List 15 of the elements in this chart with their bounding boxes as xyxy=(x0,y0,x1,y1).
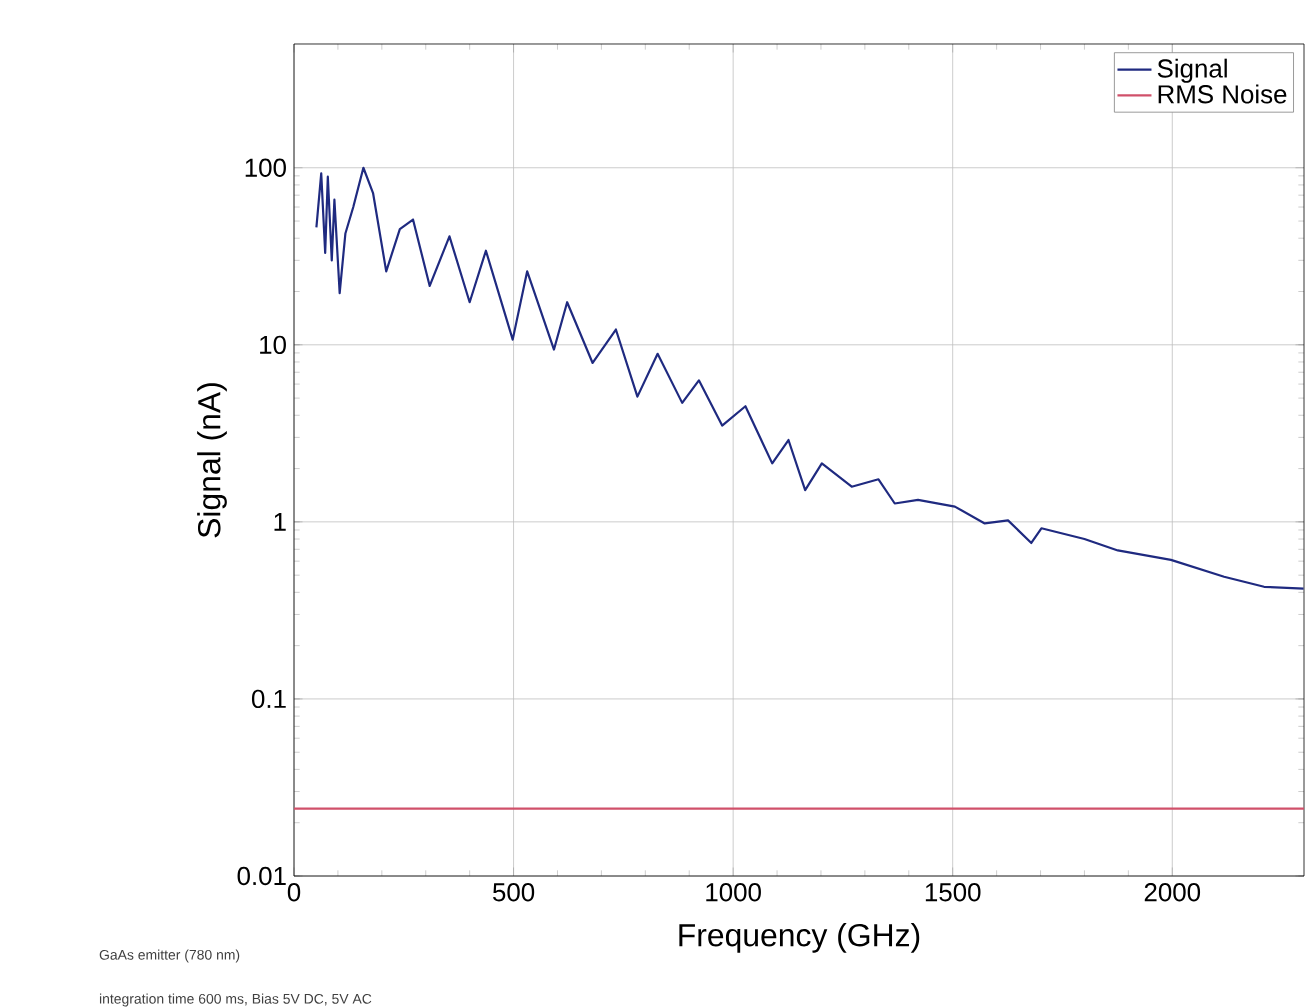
x-tick-label: 500 xyxy=(492,883,535,902)
y-axis-title: Signal (nA) xyxy=(197,383,227,538)
y-tick-label: 0.01 xyxy=(237,866,286,886)
x-tick-label: 1000 xyxy=(706,883,761,902)
x-axis-title: Frequency (GHz) xyxy=(679,923,920,953)
legend-label: Signal xyxy=(1157,58,1227,83)
y-tick-label: 0.1 xyxy=(251,689,286,709)
y-tick-label: 10 xyxy=(260,335,286,354)
x-tick-label: 1500 xyxy=(925,883,981,902)
line-series xyxy=(315,166,1305,590)
legend-label: RMS Noise xyxy=(1158,84,1287,104)
y-tick-label: 1 xyxy=(274,512,286,531)
x-tick-label: 2000 xyxy=(1144,883,1201,902)
x-tick-label: 0 xyxy=(287,883,301,902)
y-tick-label: 100 xyxy=(245,158,286,177)
